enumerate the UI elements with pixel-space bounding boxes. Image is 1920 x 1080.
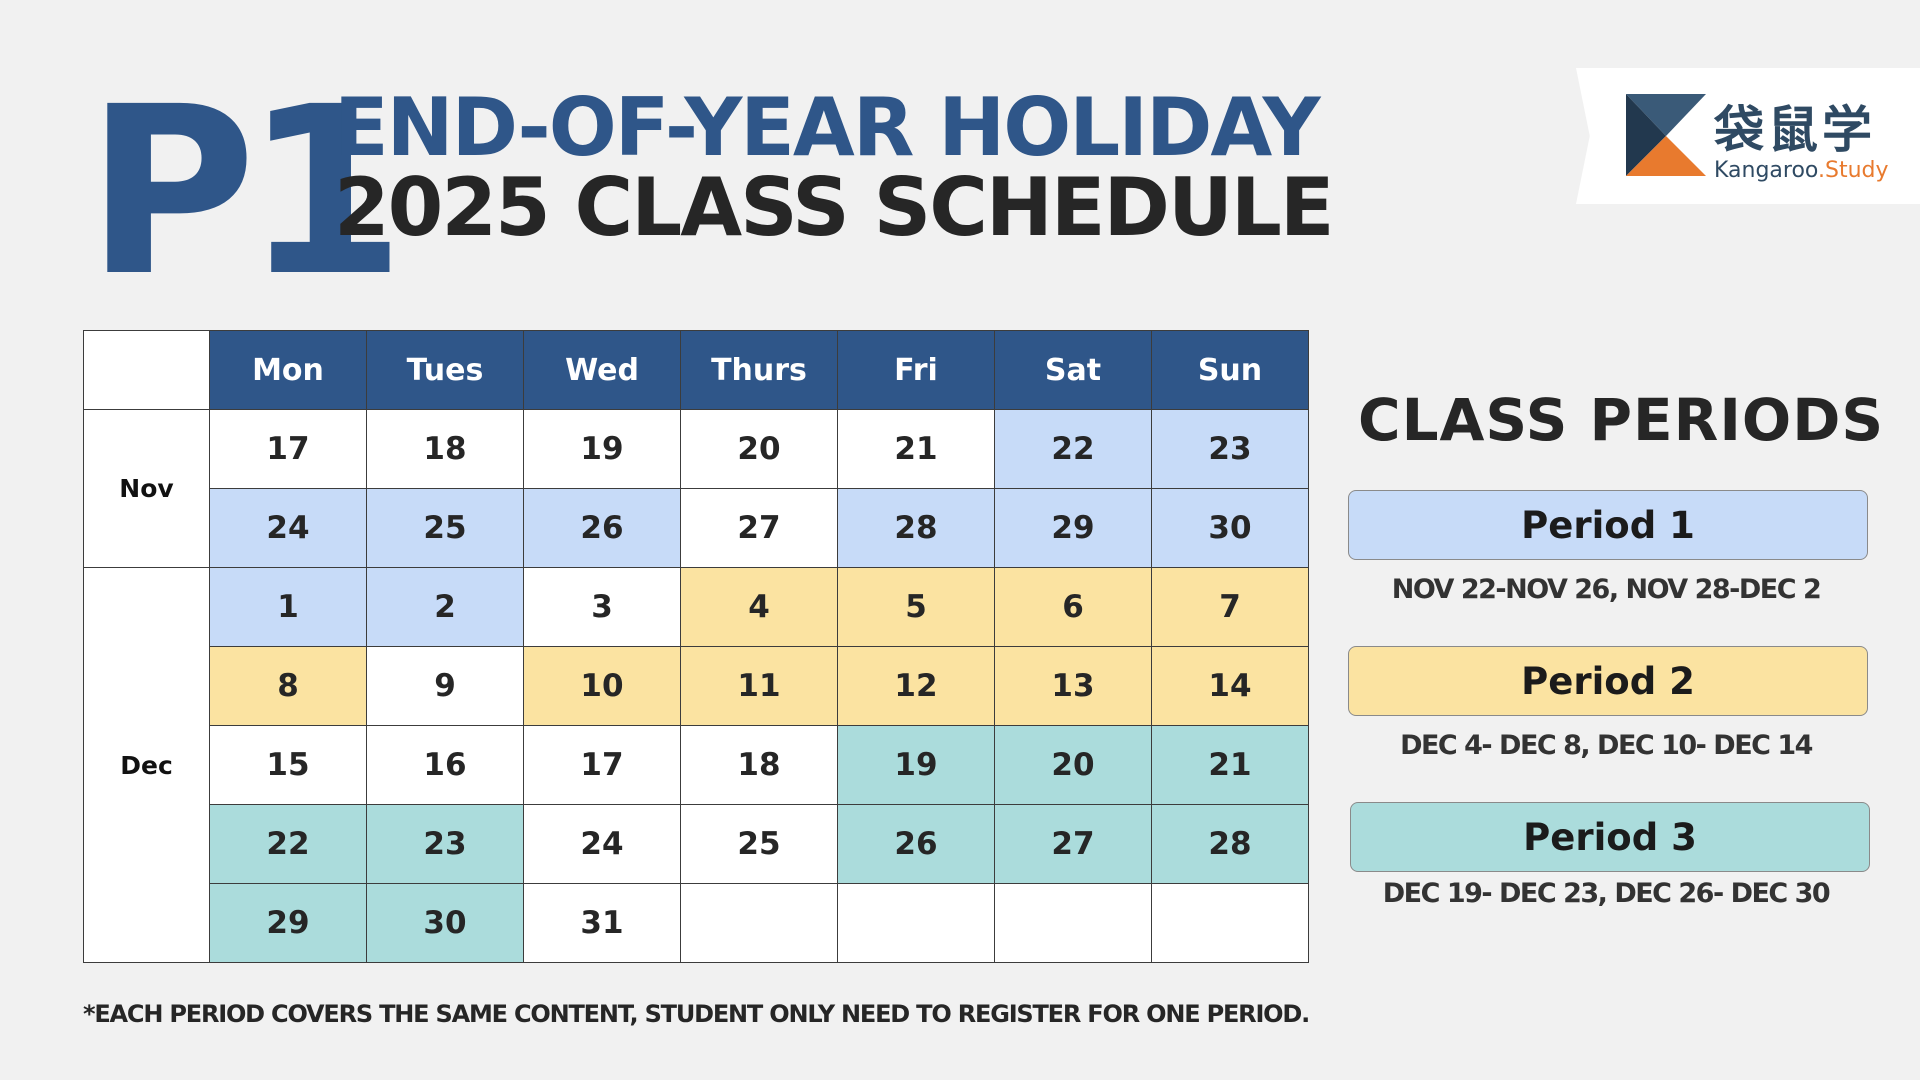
period-3-dates: DEC 19- DEC 23, DEC 26- DEC 30 [1382,878,1831,909]
month-label-nov: Nov [83,409,210,568]
calendar-week-row: 22 23 24 25 26 27 28 [84,804,1309,884]
calendar-week-row: 8 9 10 11 12 13 14 [84,646,1309,726]
calendar-day-cell: 14 [1151,646,1309,726]
calendar-day-cell: 27 [994,804,1152,884]
title-line-2: 2025 CLASS SCHEDULE [334,161,1335,254]
calendar-day-cell: 23 [1151,409,1309,489]
period-1-box: Period 1 [1348,490,1868,560]
calendar-day-cell: 30 [366,883,524,963]
calendar-day-cell: 12 [837,646,995,726]
period-2-box: Period 2 [1348,646,1868,716]
calendar-day-cell: 30 [1151,488,1309,568]
calendar-day-cell: 28 [837,488,995,568]
calendar-empty-cell [994,883,1152,963]
calendar-week-row: Nov 17 18 19 20 21 22 23 [83,409,1309,568]
calendar-day-cell: 22 [209,804,367,884]
grade-label: P1 [86,57,405,327]
calendar-day-cell: 29 [994,488,1152,568]
footnote: *EACH PERIOD COVERS THE SAME CONTENT, ST… [83,1000,1310,1028]
logo-english-text: Kangaroo.Study [1714,158,1889,183]
calendar-day-cell: 16 [366,725,524,805]
calendar-day-cell: 31 [523,883,681,963]
calendar-empty-cell [837,883,995,963]
calendar-week-row: 15 16 17 18 19 20 21 [84,725,1309,805]
calendar-day-cell: 24 [523,804,681,884]
calendar-day-cell: 25 [366,488,524,568]
day-header-wed: Wed [523,330,681,410]
calendar-day-cell: 19 [837,725,995,805]
calendar-day-cell: 29 [209,883,367,963]
calendar-day-cell: 28 [1151,804,1309,884]
calendar-day-cell: 18 [680,725,838,805]
calendar-week-row: 29 30 31 [84,883,1309,963]
calendar-day-cell: 9 [366,646,524,726]
calendar-corner-cell [83,330,210,410]
day-header-fri: Fri [837,330,995,410]
title-line-1: END-OF-YEAR HOLIDAY [334,81,1321,174]
period-1-dates: NOV 22-NOV 26, NOV 28-DEC 2 [1391,574,1822,605]
calendar-day-cell: 20 [994,725,1152,805]
calendar-day-cell: 10 [523,646,681,726]
calendar-day-cell: 21 [1151,725,1309,805]
calendar-day-cell: 5 [837,567,995,647]
calendar-day-cell: 22 [994,409,1152,489]
month-label-dec: Dec [83,567,210,963]
calendar-day-cell: 24 [209,488,367,568]
calendar-day-cell: 3 [523,567,681,647]
calendar-day-cell: 13 [994,646,1152,726]
day-header-sat: Sat [994,330,1152,410]
kangaroo-logo-icon [1626,94,1706,176]
calendar-day-cell: 1 [209,567,367,647]
calendar-week-row: Dec 1 2 3 4 5 6 7 [83,567,1309,963]
day-header-thurs: Thurs [680,330,838,410]
calendar-day-cell: 23 [366,804,524,884]
calendar-empty-cell [680,883,838,963]
calendar-day-cell: 17 [209,409,367,489]
calendar-day-cell: 2 [366,567,524,647]
calendar-day-cell: 8 [209,646,367,726]
logo-chinese-text: 袋鼠学 [1714,101,1876,159]
calendar-day-cell: 25 [680,804,838,884]
calendar-empty-cell [1151,883,1309,963]
calendar-day-cell: 11 [680,646,838,726]
calendar-day-cell: 6 [994,567,1152,647]
brand-logo: 袋鼠学 Kangaroo.Study [1576,68,1920,204]
calendar-day-cell: 4 [680,567,838,647]
calendar-day-cell: 7 [1151,567,1309,647]
calendar-day-cell: 20 [680,409,838,489]
calendar-day-cell: 18 [366,409,524,489]
day-header-sun: Sun [1151,330,1309,410]
logo-brand: Kangaroo [1714,158,1819,183]
calendar-day-cell: 19 [523,409,681,489]
calendar-day-cell: 15 [209,725,367,805]
logo-brand-suffix: .Study [1818,158,1889,183]
calendar-table: Mon Tues Wed Thurs Fri Sat Sun Nov 17 18 19 20 21 22… [83,330,1309,963]
period-2-dates: DEC 4- DEC 8, DEC 10- DEC 14 [1400,730,1813,761]
calendar-day-cell: 26 [837,804,995,884]
period-3-box: Period 3 [1350,802,1870,872]
calendar-day-cell: 21 [837,409,995,489]
calendar-day-cell: 17 [523,725,681,805]
calendar-header-row: Mon Tues Wed Thurs Fri Sat Sun [83,330,1309,410]
calendar-week-row: 24 25 26 27 28 29 30 [84,488,1309,568]
class-periods-title: CLASS PERIODS [1358,386,1885,454]
day-header-tues: Tues [366,330,524,410]
day-header-mon: Mon [209,330,367,410]
calendar-day-cell: 27 [680,488,838,568]
calendar-day-cell: 26 [523,488,681,568]
